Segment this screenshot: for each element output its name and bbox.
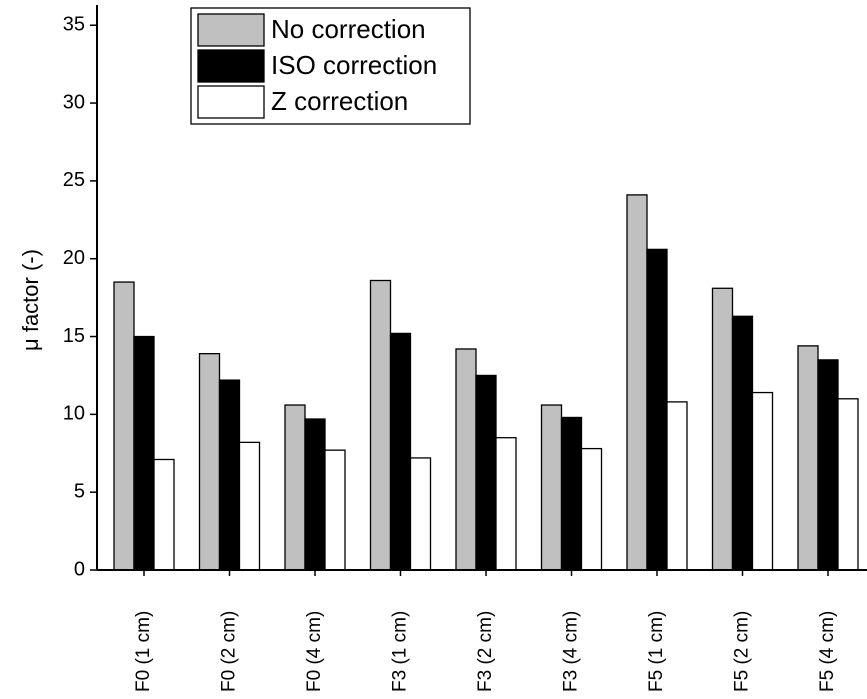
bar <box>626 194 648 571</box>
bar <box>153 458 175 571</box>
bar <box>797 345 819 571</box>
bar <box>666 401 688 571</box>
x-tick-label: F3 (1 cm) <box>390 611 411 692</box>
legend-swatch <box>197 85 265 119</box>
bar <box>751 391 774 571</box>
y-tick-label: 10 <box>63 403 85 425</box>
legend-label: No correction <box>271 14 426 44</box>
x-tick-label: F5 (2 cm) <box>732 611 753 692</box>
bar <box>731 315 754 571</box>
x-tick-label: F0 (4 cm) <box>304 611 325 692</box>
y-tick-label: 15 <box>63 325 85 347</box>
bar <box>560 416 583 571</box>
bar <box>409 457 432 571</box>
bar <box>369 279 392 571</box>
bar <box>580 447 603 571</box>
x-tick-label: F5 (4 cm) <box>817 611 838 692</box>
bar <box>455 348 477 571</box>
y-tick-label: 0 <box>74 558 85 580</box>
x-tick-label: F3 (4 cm) <box>561 611 582 692</box>
bar <box>304 418 326 571</box>
bar <box>218 379 241 571</box>
bar <box>540 404 563 571</box>
y-axis-title: μ factor (-) <box>18 249 43 351</box>
x-tick-label: F0 (2 cm) <box>219 611 240 692</box>
x-tick-label: F5 (1 cm) <box>646 611 667 692</box>
y-tick-label: 35 <box>63 14 85 36</box>
legend-label: ISO correction <box>271 50 437 80</box>
y-tick-label: 25 <box>63 169 85 191</box>
x-tick-label: F0 (1 cm) <box>133 611 154 692</box>
legend-swatch <box>197 49 265 83</box>
bar <box>324 449 346 571</box>
bar <box>238 441 261 571</box>
bar <box>711 287 734 571</box>
legend-swatch <box>197 13 265 47</box>
bar <box>475 374 497 571</box>
bar <box>646 248 668 571</box>
bar <box>389 332 412 571</box>
x-tick-label: F3 (2 cm) <box>475 611 496 692</box>
bar <box>198 353 221 571</box>
y-tick-label: 30 <box>63 91 85 113</box>
bar <box>133 335 155 571</box>
bar <box>113 281 135 571</box>
bar <box>837 398 859 571</box>
legend-label: Z correction <box>271 86 408 116</box>
bar <box>495 437 517 571</box>
y-tick-label: 5 <box>74 480 85 502</box>
bar <box>284 404 306 571</box>
y-tick-label: 20 <box>63 247 85 269</box>
bar <box>817 359 839 571</box>
